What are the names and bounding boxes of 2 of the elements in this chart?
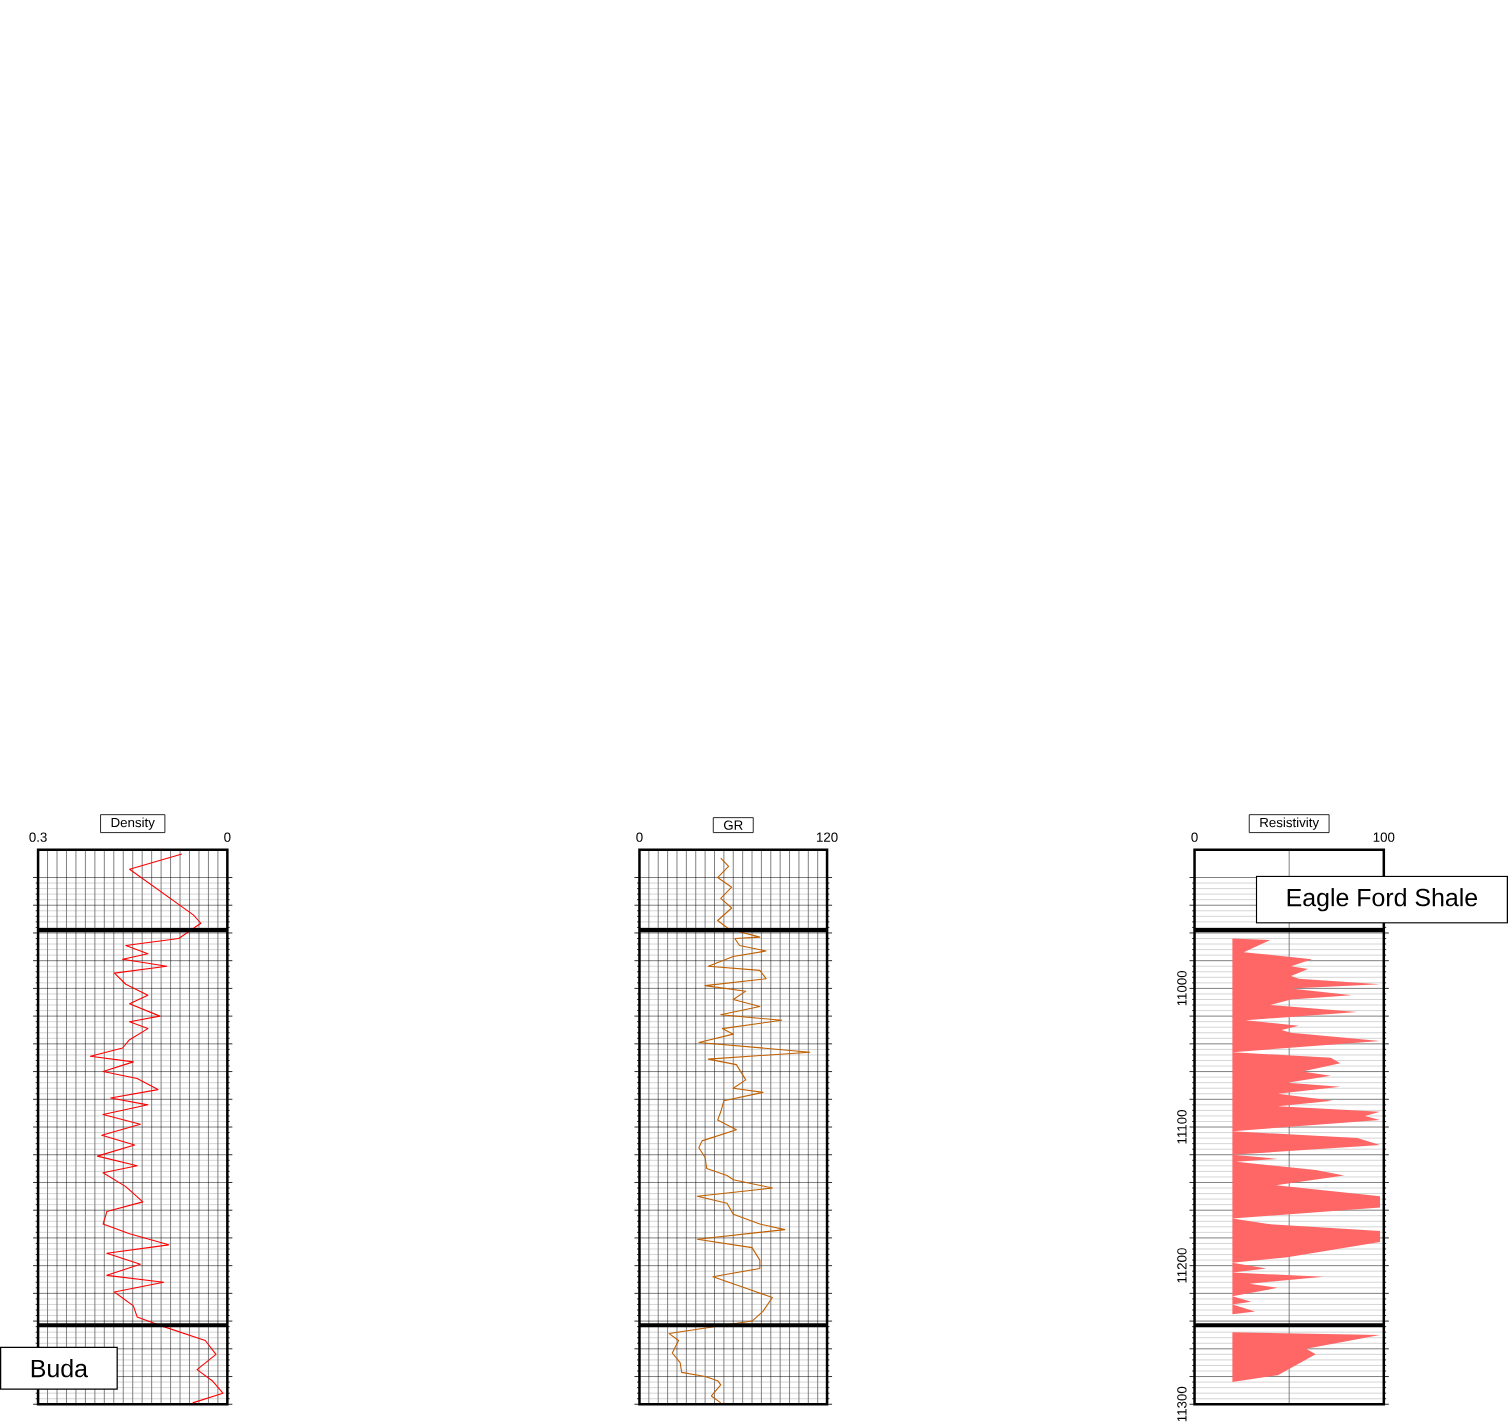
annotation: Eagle Ford Shale — [1287, 888, 1478, 912]
annotation: Buda — [31, 1359, 88, 1378]
